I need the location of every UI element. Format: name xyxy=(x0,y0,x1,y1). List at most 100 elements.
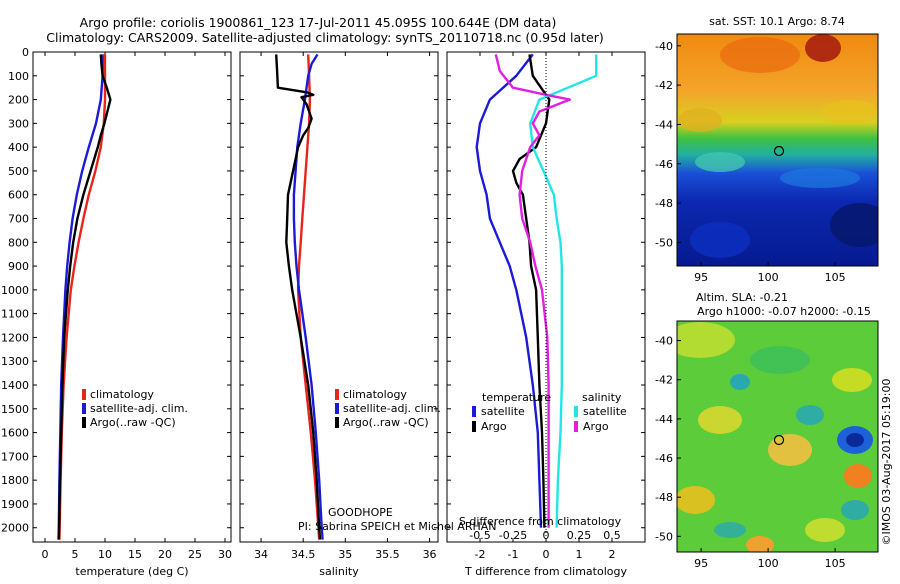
depth-tick-label: 400 xyxy=(8,141,29,154)
series-line-salinity-argo xyxy=(494,54,571,528)
legend-label: Argo xyxy=(583,420,609,433)
x-tick-label: 15 xyxy=(128,548,142,561)
lat-tick-label: -42 xyxy=(655,79,673,92)
profile-panel-2: 34 34.5 35 35.5 36 salinity climatologysatelli… xyxy=(239,51,497,578)
depth-tick-label: 600 xyxy=(8,189,29,202)
lat-tick-label: -44 xyxy=(655,413,673,426)
legend-swatch xyxy=(574,421,578,432)
title-line2: Climatology: CARS2009. Satellite-adjuste… xyxy=(46,30,603,45)
depth-tick-label: 300 xyxy=(8,117,29,130)
series-line-temperature-argo xyxy=(511,54,551,528)
depth-tick-label: 1800 xyxy=(1,474,29,487)
legend-swatch xyxy=(472,406,476,417)
lon-tick-label: 95 xyxy=(694,271,708,284)
sla-map-title-2: Argo h1000: -0.07 h2000: -0.15 xyxy=(697,305,871,318)
lat-tick-label: -40 xyxy=(655,40,673,53)
legend-label: climatology xyxy=(343,388,407,401)
series-line-argo-raw-qc- xyxy=(57,54,112,540)
sla-map-frame xyxy=(676,320,879,553)
depth-tick-label: 1300 xyxy=(1,355,29,368)
salinity-tick-label: -0.5 xyxy=(469,529,490,542)
sst-map-title: sat. SST: 10.1 Argo: 8.74 xyxy=(709,15,845,28)
lat-tick-label: -50 xyxy=(655,236,673,249)
legend-label: Argo xyxy=(481,420,507,433)
x-tick-label: 30 xyxy=(218,548,232,561)
legend-label: satellite-adj. clim. xyxy=(90,402,188,415)
lat-tick-label: -42 xyxy=(655,374,673,387)
legend-label: satellite-adj. clim. xyxy=(343,402,441,415)
x-tick-label: 1 xyxy=(576,548,583,561)
depth-tick-label: 1000 xyxy=(1,284,29,297)
sla-map-title-1: Altim. SLA: -0.21 xyxy=(696,291,788,304)
depth-tick-label: 1500 xyxy=(1,403,29,416)
s-axis-label: S difference from climatology xyxy=(459,515,622,528)
depth-tick-label: 500 xyxy=(8,165,29,178)
legend-label: Argo(..raw -QC) xyxy=(343,416,429,429)
profile-panel-1: 0100200300400500600700800900100011001200… xyxy=(1,46,232,578)
depth-tick-label: 0 xyxy=(22,46,29,59)
x-tick-label: 25 xyxy=(188,548,202,561)
x-tick-label: 34 xyxy=(254,548,268,561)
depth-tick-label: 100 xyxy=(8,70,29,83)
depth-tick-label: 800 xyxy=(8,236,29,249)
legend-heading-temperature: temperature xyxy=(482,391,551,404)
depth-tick-label: 1100 xyxy=(1,308,29,321)
lat-tick-label: -50 xyxy=(655,530,673,543)
depth-tick-label: 1700 xyxy=(1,450,29,463)
legend-swatch xyxy=(574,406,578,417)
annotation-project: GOODHOPE xyxy=(328,506,393,519)
x-tick-label: 34.5 xyxy=(291,548,316,561)
legend-swatch xyxy=(335,417,339,428)
title-line1: Argo profile: coriolis 1900861_123 17-Ju… xyxy=(80,15,557,30)
legend-swatch xyxy=(335,389,339,400)
sst-map-frame xyxy=(676,33,879,267)
series-line-salinity-satellite xyxy=(529,54,598,528)
x-tick-label: 0 xyxy=(543,548,550,561)
depth-tick-label: 200 xyxy=(8,94,29,107)
lat-tick-label: -46 xyxy=(655,158,673,171)
x-tick-label: 36 xyxy=(423,548,437,561)
x-tick-label: 35.5 xyxy=(375,548,400,561)
legend-swatch xyxy=(335,403,339,414)
profile-panel-3: -2 -1 0 1 2 T difference from climatology -0.5… xyxy=(446,51,646,578)
lon-tick-label: 100 xyxy=(758,271,779,284)
x-tick-label: 35 xyxy=(338,548,352,561)
legend-swatch xyxy=(82,389,86,400)
salinity-tick-label: 0 xyxy=(543,529,550,542)
legend-heading-salinity: salinity xyxy=(582,391,622,404)
legend-swatch xyxy=(82,417,86,428)
depth-tick-label: 2000 xyxy=(1,522,29,535)
x-tick-label: 5 xyxy=(72,548,79,561)
legend-label: satellite xyxy=(583,405,627,418)
lon-tick-label: 100 xyxy=(758,557,779,570)
legend-swatch xyxy=(82,403,86,414)
lat-tick-label: -46 xyxy=(655,452,673,465)
depth-tick-label: 900 xyxy=(8,260,29,273)
sst-map: sat. SST: 10.1 Argo: 8.74 -40 -42 -44 -46 -4… xyxy=(655,15,879,284)
series-line-temperature-satellite xyxy=(475,53,543,528)
legend-label: climatology xyxy=(90,388,154,401)
depth-tick-label: 1600 xyxy=(1,427,29,440)
x-axis-label: T difference from climatology xyxy=(464,565,627,578)
watermark: ©IMOS 03-Aug-2017 05:19:00 xyxy=(880,379,893,546)
panel-frame xyxy=(32,51,232,543)
x-tick-label: -2 xyxy=(475,548,486,561)
lon-tick-label: 105 xyxy=(825,557,846,570)
legend-label: Argo(..raw -QC) xyxy=(90,416,176,429)
lat-tick-label: -48 xyxy=(655,197,673,210)
x-axis-label: salinity xyxy=(319,565,359,578)
salinity-tick-label: 0.5 xyxy=(603,529,621,542)
sla-map: Altim. SLA: -0.21 Argo h1000: -0.07 h200… xyxy=(655,291,879,570)
depth-tick-label: 1900 xyxy=(1,498,29,511)
x-tick-label: 2 xyxy=(609,548,616,561)
lon-tick-label: 95 xyxy=(694,557,708,570)
depth-tick-label: 1200 xyxy=(1,331,29,344)
x-tick-label: -1 xyxy=(508,548,519,561)
depth-tick-label: 1400 xyxy=(1,379,29,392)
depth-tick-label: 700 xyxy=(8,213,29,226)
legend-swatch xyxy=(472,421,476,432)
series-line-argo-raw-qc- xyxy=(275,54,322,540)
x-tick-label: 0 xyxy=(42,548,49,561)
series-line-satellite-adj-clim- xyxy=(57,54,104,540)
